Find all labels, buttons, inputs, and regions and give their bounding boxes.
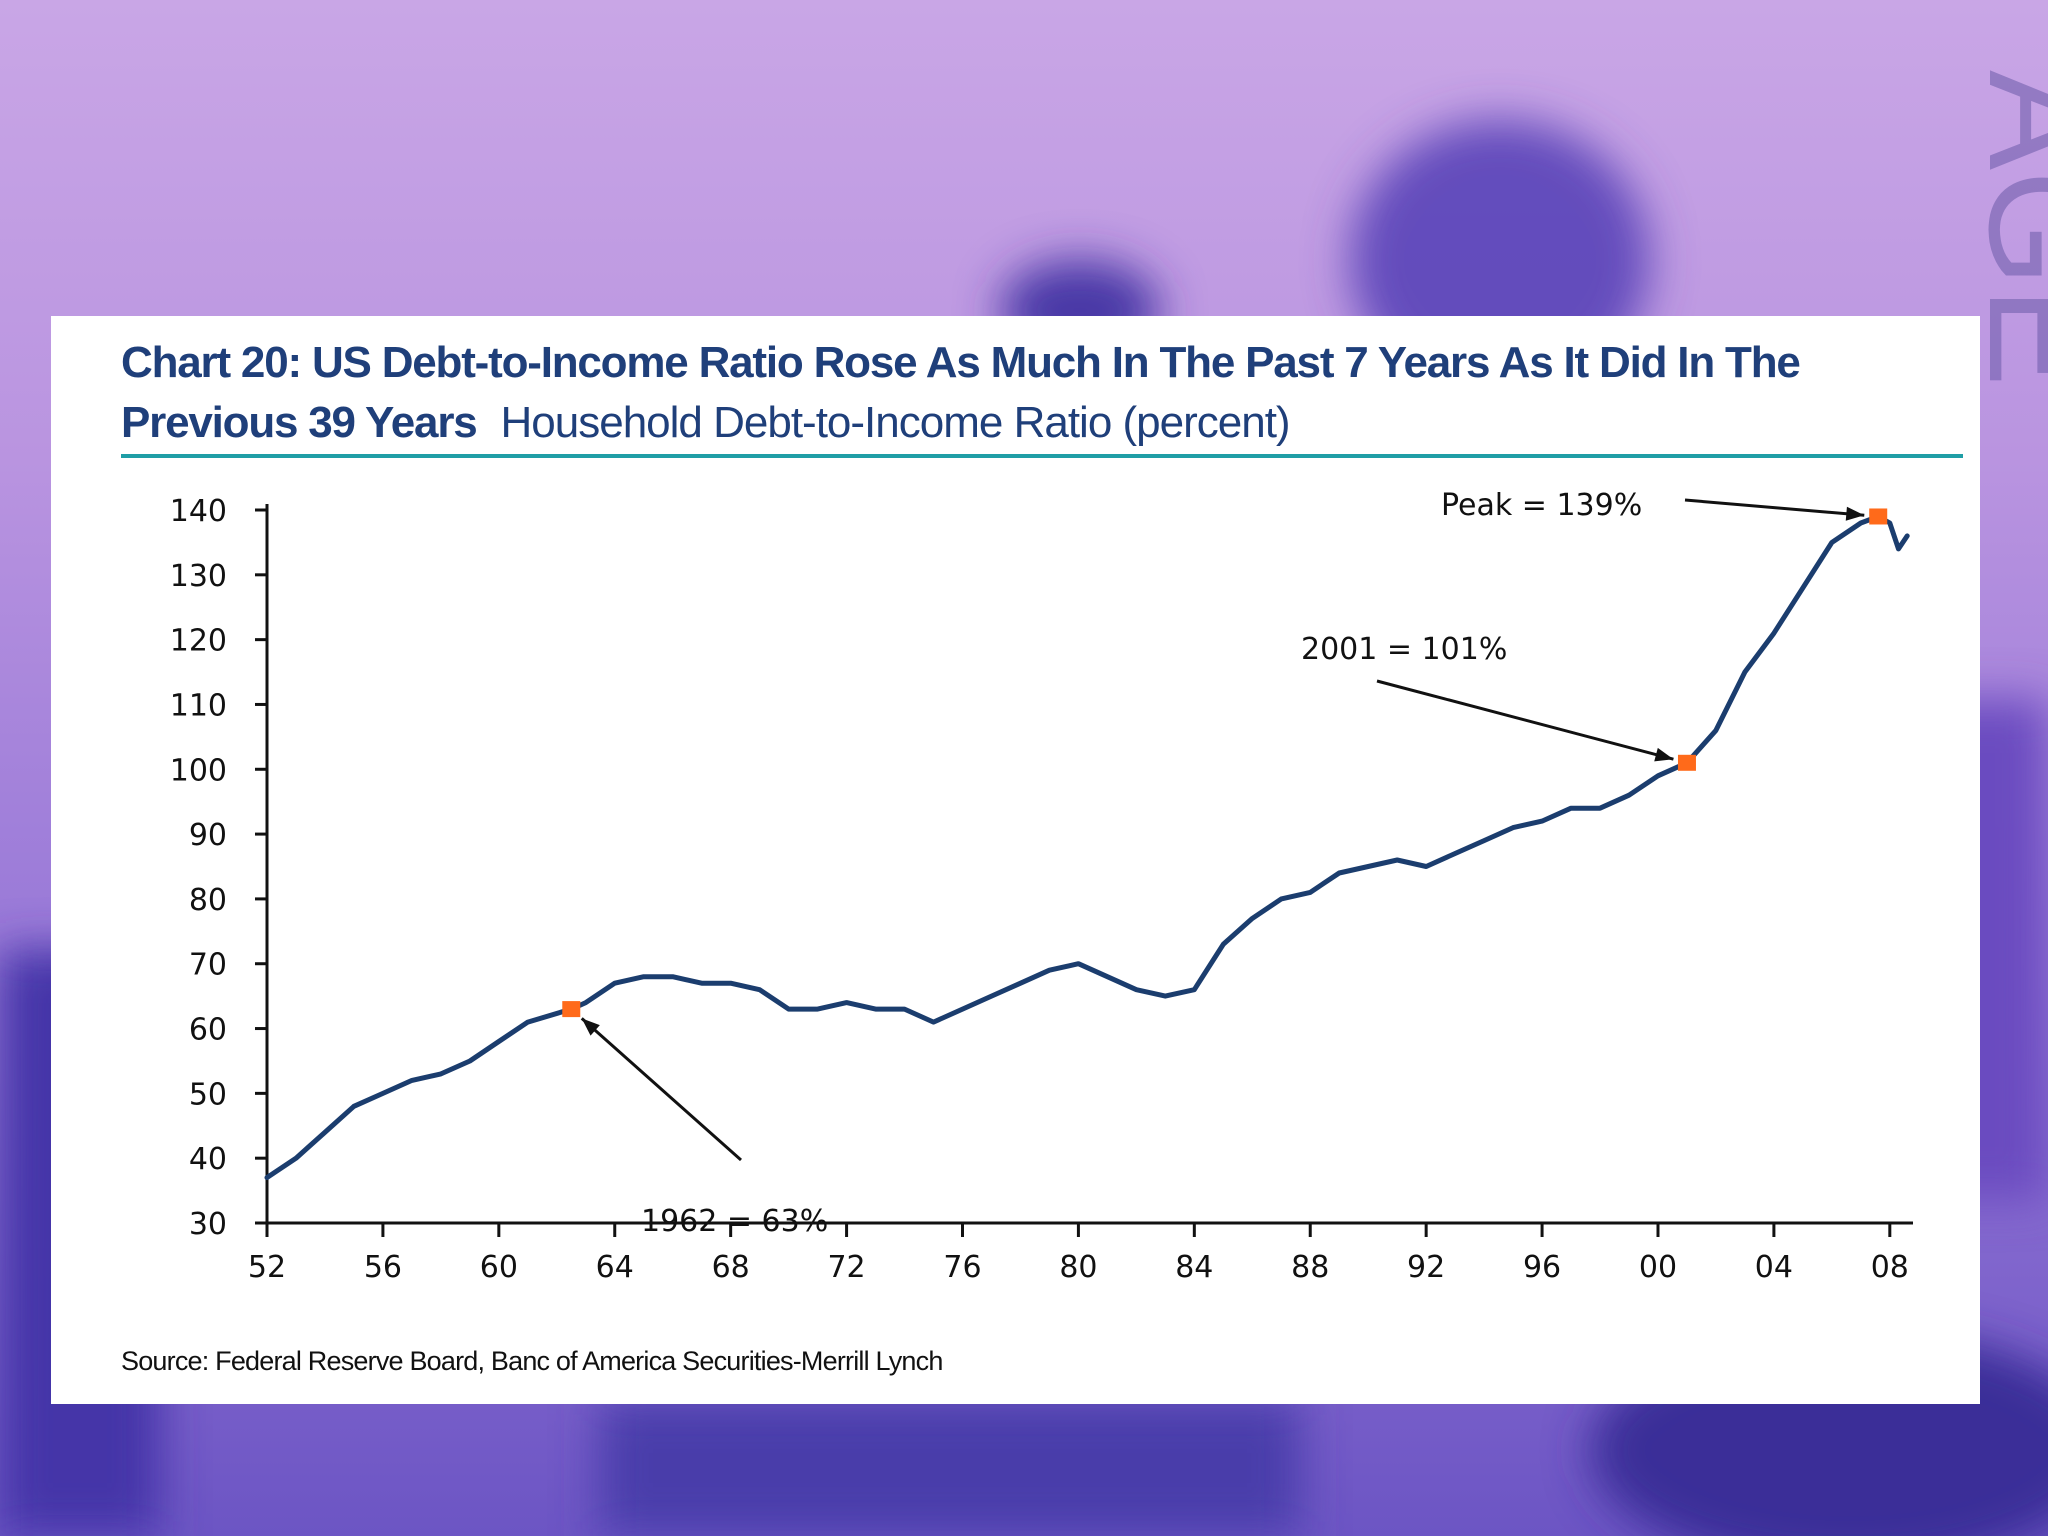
annotation-label: Peak = 139%: [1441, 488, 1642, 523]
y-tick-label: 30: [189, 1207, 227, 1242]
x-tick-label: 64: [596, 1250, 634, 1285]
chart-title-continuation: Previous 39 Years: [121, 398, 478, 447]
y-tick-label: 90: [189, 818, 227, 853]
chart-title-line2: Previous 39 Years Household Debt-to-Incom…: [121, 398, 1291, 448]
x-tick-label: 76: [943, 1250, 981, 1285]
x-tick-label: 08: [1871, 1250, 1909, 1285]
y-tick-label: 130: [170, 559, 227, 594]
y-tick-label: 100: [170, 753, 227, 788]
y-tick-label: 60: [189, 1013, 227, 1048]
chart-axes: [265, 504, 1913, 1225]
annotation-arrowhead: [1845, 506, 1865, 521]
y-tick-label: 80: [189, 883, 227, 918]
x-tick-label: 04: [1755, 1250, 1793, 1285]
annotation-arrowhead: [1654, 747, 1674, 762]
annotation-marker: [562, 1001, 581, 1018]
annotation-marker: [1869, 508, 1888, 525]
annotation-label: 2001 = 101%: [1301, 632, 1507, 667]
x-axis-ticks: 52 56 60 64 68 72 76 80 84 88 92 96 00 04 08: [248, 1223, 1909, 1285]
x-tick-label: 60: [480, 1250, 518, 1285]
annotation-arrowhead: [581, 1018, 600, 1036]
x-tick-label: 68: [712, 1250, 750, 1285]
title-rule: [121, 454, 1963, 458]
y-axis-ticks: 30 40 50 60 70 80 90 100 110 120 130 140: [170, 494, 267, 1242]
series-line: [264, 514, 1910, 1181]
x-tick-label: 84: [1175, 1250, 1213, 1285]
x-tick-label: 92: [1407, 1250, 1445, 1285]
y-tick-label: 120: [170, 624, 227, 659]
annotation-arrow: [1684, 498, 1865, 517]
y-tick-label: 50: [189, 1077, 227, 1112]
annotation-label: 1962 = 63%: [641, 1204, 828, 1239]
annotation-marker: [1677, 754, 1696, 771]
y-tick-label: 40: [189, 1142, 227, 1177]
y-tick-label: 140: [170, 494, 227, 529]
x-tick-label: 96: [1523, 1250, 1561, 1285]
chart-subtitle: Household Debt-to-Income Ratio (percent): [500, 398, 1291, 447]
x-tick-label: 80: [1059, 1250, 1097, 1285]
chart-annotations: 1962 = 63% 2001 = 101% Peak = 139%: [562, 488, 1888, 1239]
x-tick-label: 52: [248, 1250, 286, 1285]
y-tick-label: 70: [189, 948, 227, 983]
y-tick-label: 110: [170, 688, 227, 723]
x-tick-label: 56: [364, 1250, 402, 1285]
line-chart: 30 40 50 60 70 80 90 100 110 120 130 140 52 56 60 64 68…: [170, 488, 1913, 1285]
x-tick-label: 00: [1639, 1250, 1677, 1285]
chart-title: Chart 20: US Debt-to-Income Ratio Rose A…: [121, 338, 1801, 387]
annotation-arrow: [1376, 679, 1674, 761]
x-tick-label: 88: [1291, 1250, 1329, 1285]
x-tick-label: 72: [827, 1250, 865, 1285]
chart-panel: Chart 20: US Debt-to-Income Ratio Rose A…: [51, 316, 1980, 1404]
chart-source: Source: Federal Reserve Board, Banc of A…: [121, 1346, 943, 1376]
annotation-arrow: [580, 1017, 742, 1162]
